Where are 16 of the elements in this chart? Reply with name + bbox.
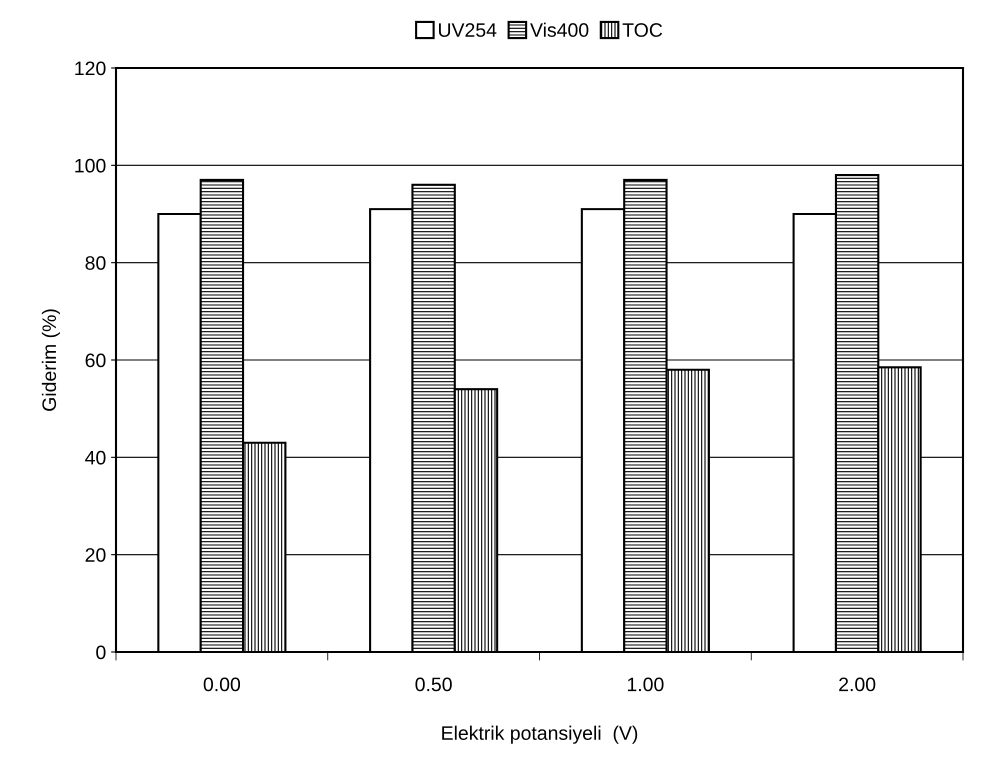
x-tick-label: 1.00 <box>628 678 664 692</box>
y-tick-label: 40 <box>85 450 106 465</box>
y-tick-label: 0 <box>96 645 106 660</box>
y-axis-title: Giderim (%) <box>42 309 60 411</box>
y-tick-label: 120 <box>75 61 106 76</box>
x-axis-title: Elektrik potansiyeli (V) <box>442 726 638 744</box>
y-tick-label: 20 <box>86 548 106 562</box>
legend-label: UV254 <box>439 23 496 37</box>
y-tick-label: 80 <box>85 256 106 270</box>
x-tick-label: 2.00 <box>839 678 876 692</box>
legend-label: Vis400 <box>530 22 588 37</box>
legend-label: TOC <box>622 23 662 37</box>
x-tick-label: 0.50 <box>415 678 452 692</box>
y-tick-label: 60 <box>86 353 106 368</box>
x-tick-label: 0.00 <box>204 678 240 692</box>
y-tick-label: 100 <box>75 158 106 173</box>
